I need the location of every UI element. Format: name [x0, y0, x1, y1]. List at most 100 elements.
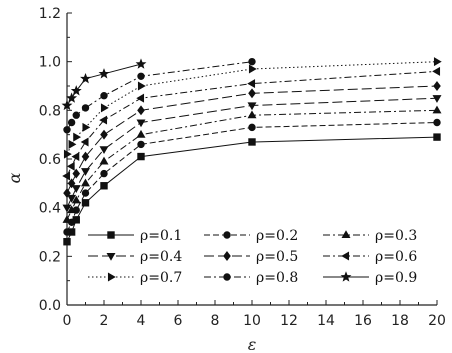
- legend-marker: [341, 251, 350, 261]
- data-point: [433, 118, 441, 127]
- legend-label: ρ=0.5: [256, 249, 298, 265]
- data-point: [70, 85, 82, 96]
- series-4: [62, 95, 442, 213]
- legend-item: ρ=0.7: [88, 270, 182, 286]
- legend-marker: [341, 230, 351, 239]
- legend-item: ρ=0.6: [323, 249, 417, 265]
- data-point: [81, 168, 90, 176]
- y-tick-label: 0.0: [39, 298, 61, 314]
- legend-marker: [107, 272, 116, 282]
- data-point: [72, 111, 80, 119]
- data-point: [67, 194, 77, 203]
- data-point: [99, 146, 109, 155]
- data-point: [136, 129, 146, 138]
- x-tick-label: 16: [354, 313, 372, 329]
- legend-item: ρ=0.2: [204, 228, 298, 244]
- legend-label: ρ=0.1: [140, 228, 182, 244]
- data-point: [63, 238, 71, 246]
- legend-marker: [223, 251, 231, 261]
- x-tick-label: 14: [317, 313, 335, 329]
- data-point: [100, 103, 109, 113]
- x-tick-label: 6: [174, 313, 183, 329]
- x-axis-label: ε: [248, 335, 257, 353]
- legend-label: ρ=0.3: [375, 228, 417, 244]
- legend-item: ρ=0.3: [323, 228, 417, 244]
- series-1: [63, 133, 441, 246]
- data-point: [63, 228, 71, 236]
- data-point: [62, 215, 72, 223]
- data-point: [100, 129, 108, 140]
- legend-label: ρ=0.9: [375, 270, 417, 286]
- data-point: [247, 79, 256, 89]
- data-point: [137, 105, 145, 116]
- data-point: [71, 195, 81, 204]
- legend-item: ρ=0.8: [204, 270, 298, 286]
- x-tick-label: 10: [243, 313, 261, 329]
- chart-axes: 0 2 4 6 8 10 12 14 16 18 20 0.0 0.2 0.4 0.6 0.8 1.0 1.2: [39, 6, 446, 329]
- x-tick-label: 20: [428, 313, 446, 329]
- data-point: [63, 126, 71, 134]
- data-point: [248, 88, 256, 99]
- data-point: [432, 105, 442, 114]
- data-point: [81, 189, 90, 197]
- data-point: [100, 182, 108, 190]
- data-point: [248, 57, 256, 66]
- legend-label: ρ=0.7: [140, 270, 182, 286]
- legend-label: ρ=0.4: [140, 249, 182, 265]
- data-point: [80, 137, 89, 147]
- chart-legend: ρ=0.1 ρ=0.2 ρ=0.3 ρ=0.4 ρ=0.5 ρ=0.6 ρ=0.7 ρ=0.8…: [88, 222, 442, 286]
- data-point: [81, 199, 90, 207]
- data-point: [66, 161, 75, 171]
- data-point: [61, 99, 73, 111]
- data-point: [67, 178, 76, 189]
- data-point: [432, 95, 442, 103]
- chart-plot-area: [61, 57, 442, 246]
- data-point: [62, 204, 72, 213]
- x-tick-label: 18: [391, 313, 409, 329]
- legend-marker: [106, 252, 116, 261]
- data-point: [62, 171, 71, 181]
- data-point: [63, 149, 72, 159]
- series-5: [63, 81, 441, 199]
- legend-item: ρ=0.9: [323, 270, 417, 286]
- legend-background: [92, 222, 442, 286]
- data-point: [433, 133, 441, 141]
- series-3: [62, 105, 442, 223]
- data-point: [432, 66, 441, 76]
- legend-item: ρ=0.5: [204, 249, 298, 265]
- series-6: [62, 66, 441, 181]
- data-point: [137, 152, 145, 161]
- data-point: [137, 140, 145, 149]
- data-point: [433, 57, 442, 67]
- data-point: [81, 178, 90, 187]
- data-point: [100, 92, 108, 100]
- series-line: [66, 109, 438, 221]
- data-point: [247, 102, 257, 111]
- x-tick-label: 2: [100, 313, 109, 329]
- data-point: [137, 81, 146, 91]
- data-point: [81, 104, 90, 112]
- y-axis-label: α: [5, 172, 24, 183]
- y-tick-label: 1.2: [39, 6, 61, 22]
- data-point: [68, 139, 77, 149]
- data-point: [72, 168, 81, 179]
- data-point: [248, 64, 257, 74]
- data-point: [248, 123, 256, 132]
- legend-item: ρ=0.1: [88, 228, 182, 244]
- data-point: [248, 138, 256, 146]
- series-2: [63, 118, 441, 236]
- x-tick-label: 0: [63, 313, 72, 329]
- legend-label: ρ=0.2: [256, 228, 298, 244]
- data-point: [100, 169, 108, 178]
- data-point: [247, 110, 257, 119]
- data-point: [99, 115, 108, 125]
- data-point: [67, 118, 76, 127]
- legend-marker: [223, 231, 231, 239]
- series-7: [63, 57, 442, 159]
- data-point: [433, 81, 441, 91]
- data-point: [98, 68, 110, 79]
- y-tick-label: 0.2: [39, 249, 61, 265]
- legend-item: ρ=0.4: [88, 249, 182, 265]
- data-point: [71, 185, 81, 193]
